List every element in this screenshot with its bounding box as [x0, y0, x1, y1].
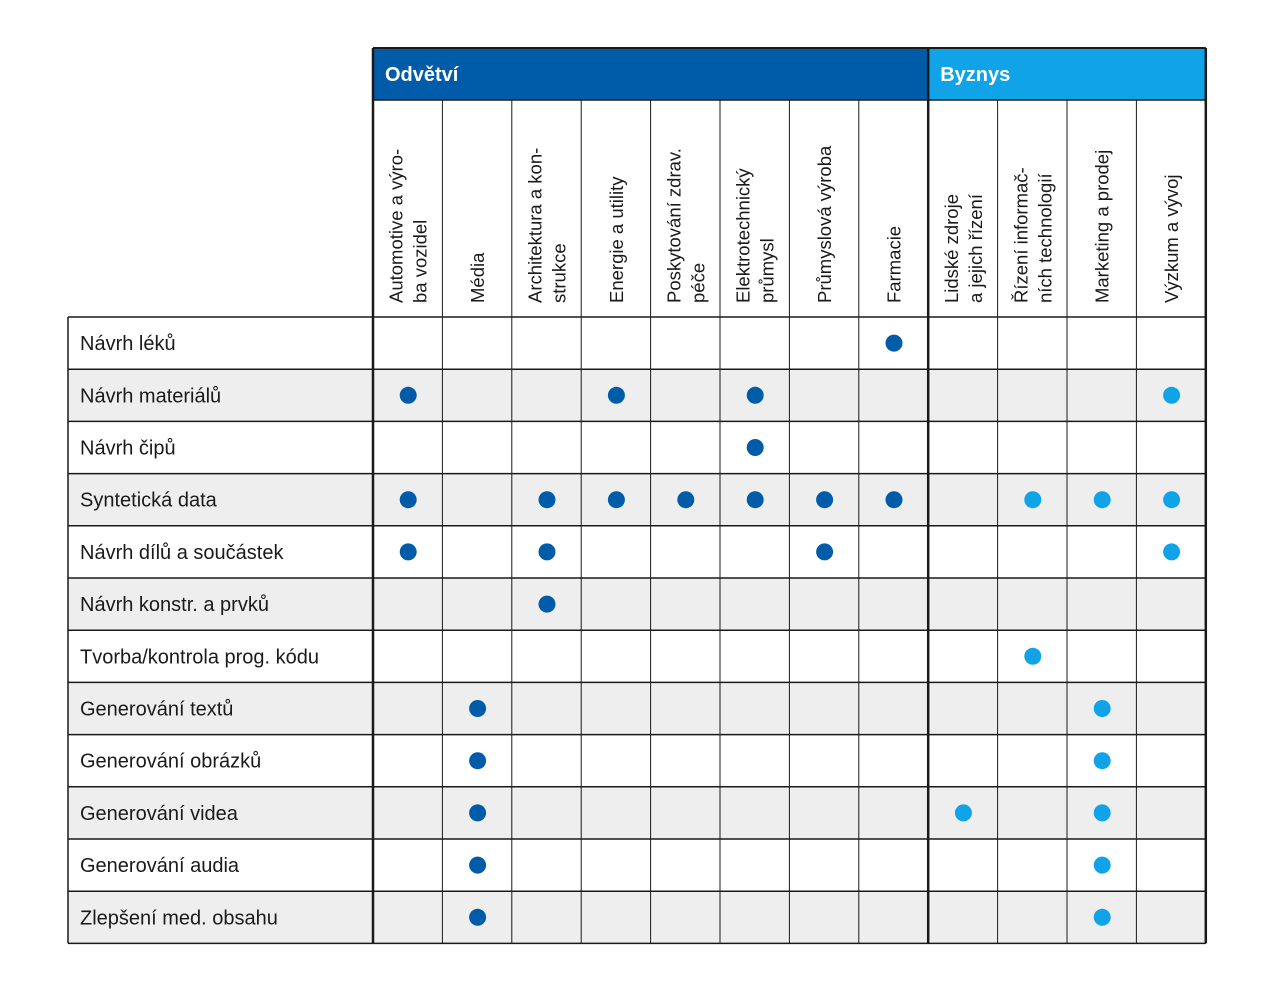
column-header-label: Lidské zdroje	[941, 194, 962, 303]
matrix-dot	[1093, 856, 1111, 874]
matrix-dot	[538, 543, 556, 561]
row-stripe	[68, 473, 1206, 526]
row-label: Návrh léků	[80, 333, 176, 355]
column-header-label: strukce	[549, 243, 570, 303]
group-header-1	[928, 48, 1206, 100]
column-header-label: péče	[687, 263, 708, 303]
row-label: Generování textů	[80, 699, 233, 721]
column-header-label: Poskytování zdrav.	[663, 148, 684, 303]
matrix-dot	[538, 491, 556, 509]
row-label: Návrh konstr. a prvků	[80, 594, 269, 616]
matrix-dot	[1024, 491, 1042, 509]
matrix-dot	[399, 491, 417, 509]
group-header-label: Odvětví	[385, 64, 460, 86]
matrix-dot	[399, 543, 417, 561]
matrix-dot	[816, 543, 834, 561]
column-header-label: Farmacie	[884, 226, 905, 303]
row-stripe	[68, 786, 1206, 839]
matrix-dot	[1093, 804, 1111, 822]
matrix-dot	[1093, 908, 1111, 926]
matrix-dot	[469, 908, 487, 926]
column-header-label: Architektura a kon-	[525, 148, 546, 303]
column-header-label: Energie a utility	[606, 176, 627, 303]
column-header-label: Průmyslová výroba	[814, 145, 835, 303]
column-header-label: Automotive a výro-	[386, 149, 407, 303]
row-label: Generování videa	[80, 803, 239, 825]
matrix-dot	[746, 491, 764, 509]
matrix-dot	[399, 386, 417, 404]
row-label: Návrh materiálů	[80, 385, 221, 407]
column-header-label: ních technologií	[1034, 173, 1055, 303]
column-header-label: a jejich řízení	[965, 193, 986, 303]
row-label: Návrh dílů a součástek	[80, 542, 284, 564]
matrix-dot	[607, 491, 625, 509]
row-stripe	[68, 682, 1206, 735]
column-header-label: Marketing a prodej	[1092, 150, 1113, 303]
column-header-label: ba vozidel	[410, 220, 431, 303]
matrix-dot	[469, 856, 487, 874]
column-header-label: Výzkum a vývoj	[1161, 174, 1182, 303]
column-header-label: průmysl	[757, 238, 778, 303]
matrix-dot	[885, 491, 903, 509]
matrix-dot	[1093, 491, 1111, 509]
group-header-label: Byznys	[940, 64, 1010, 86]
column-header-label: Média	[467, 252, 488, 303]
matrix-dot	[1024, 647, 1042, 665]
matrix-dot	[677, 491, 695, 509]
matrix-dot	[1093, 752, 1111, 770]
row-stripe	[68, 578, 1206, 631]
matrix-dot	[816, 491, 834, 509]
matrix-dot	[469, 700, 487, 717]
row-label: Syntetická data	[80, 490, 218, 512]
matrix-dot	[469, 752, 487, 770]
matrix-dot	[1163, 543, 1181, 561]
row-stripe	[68, 369, 1206, 422]
matrix-dot	[746, 386, 764, 404]
row-label: Návrh čipů	[80, 438, 176, 460]
row-stripe	[68, 891, 1206, 944]
column-header-label: Elektrotechnický	[733, 168, 754, 303]
matrix-dot	[885, 334, 903, 352]
matrix-dot	[607, 386, 625, 404]
matrix-dot	[1163, 386, 1181, 404]
matrix-dot	[1093, 700, 1111, 717]
matrix-dot	[538, 595, 556, 613]
group-header-0	[373, 48, 929, 100]
matrix-dot	[1163, 491, 1181, 509]
matrix-dot	[746, 439, 764, 456]
matrix-dot	[469, 804, 487, 822]
row-label: Generování audia	[80, 855, 240, 877]
row-label: Generování obrázků	[80, 751, 261, 773]
row-label: Tvorba/kontrola prog. kódu	[80, 646, 319, 668]
row-label: Zlepšení med. obsahu	[80, 907, 278, 929]
matrix-dot	[954, 804, 972, 822]
column-header-label: Řízení informač-	[1010, 167, 1031, 303]
